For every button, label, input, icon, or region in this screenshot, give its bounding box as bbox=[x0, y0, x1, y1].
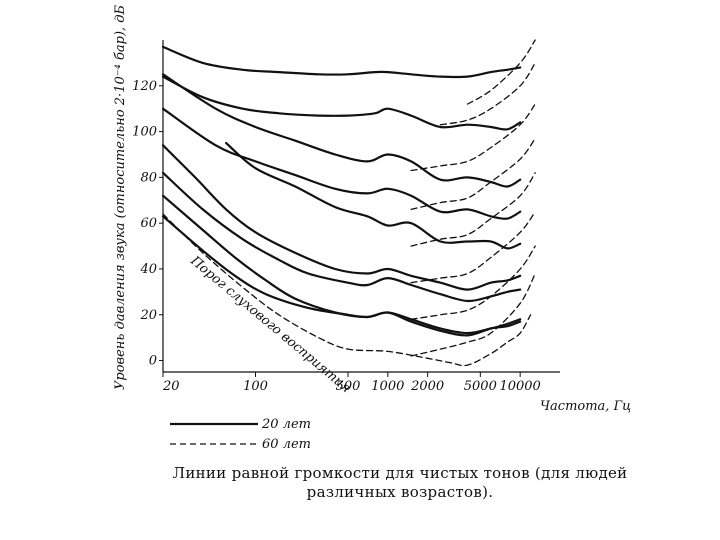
dashed-curve-2 bbox=[410, 245, 536, 320]
dashed-curve-5 bbox=[410, 137, 536, 211]
legend-label-20: 20 лет bbox=[261, 417, 311, 432]
solid-curve-8 bbox=[161, 75, 522, 131]
y-axis-label: Уровень давления звука (относительно 2·1… bbox=[113, 4, 128, 390]
x-axis-label: Частота, Гц bbox=[540, 399, 631, 414]
dashed-curve-6 bbox=[410, 103, 536, 172]
x-tick-label: 500 bbox=[336, 379, 361, 394]
x-tick-label: 100 bbox=[243, 379, 268, 394]
solid-curve-1 bbox=[161, 144, 522, 291]
x-tick-label: 2000 bbox=[410, 379, 444, 394]
y-tick-label: 0 bbox=[149, 354, 157, 369]
solid-curve-9 bbox=[161, 45, 522, 79]
dashed-curve-0 bbox=[162, 213, 532, 367]
caption-line-2: различных возрастов). bbox=[306, 483, 494, 501]
y-tick-label: 120 bbox=[132, 79, 157, 94]
legend-label-60: 60 лет bbox=[262, 437, 311, 452]
y-tick-label: 80 bbox=[140, 170, 157, 185]
solid-curve-0 bbox=[225, 141, 522, 250]
y-tick-label: 60 bbox=[140, 216, 157, 231]
y-tick-label: 100 bbox=[132, 125, 157, 140]
solid-curve-5 bbox=[161, 107, 522, 220]
legend: 20 лет 60 лет bbox=[170, 417, 311, 452]
loudness-chart: 20 100 500 1000 2000 5000 10000 0 20 40 60 80 100 120… bbox=[113, 4, 631, 452]
caption-line-1: Линии равной громкости для чистых тонов … bbox=[172, 464, 628, 482]
y-tick-label: 40 bbox=[139, 262, 157, 277]
figure-caption: Линии равной громкости для чистых тонов … bbox=[150, 464, 650, 502]
axis-ticks: 20 100 500 1000 2000 5000 10000 0 20 40 60 80 100 120 bbox=[132, 79, 541, 394]
solid-curve-6 bbox=[161, 171, 522, 303]
x-tick-label: 20 bbox=[162, 379, 180, 394]
threshold-label: Порог слухового восприятия bbox=[187, 253, 354, 396]
x-tick-label: 5000 bbox=[464, 379, 497, 394]
dashed-curve-1 bbox=[410, 272, 536, 357]
y-tick-label: 20 bbox=[139, 308, 157, 323]
solid-curve-4 bbox=[161, 73, 522, 188]
chart-frame bbox=[162, 40, 560, 373]
dashed-curve-3 bbox=[410, 211, 536, 284]
dashed-curve-7 bbox=[439, 62, 536, 126]
x-tick-label: 1000 bbox=[371, 379, 404, 394]
x-tick-label: 10000 bbox=[499, 379, 540, 394]
curves bbox=[161, 39, 536, 367]
dashed-curve-8 bbox=[466, 39, 536, 105]
dashed-curve-4 bbox=[410, 172, 536, 247]
solid-curve-7 bbox=[161, 215, 522, 335]
